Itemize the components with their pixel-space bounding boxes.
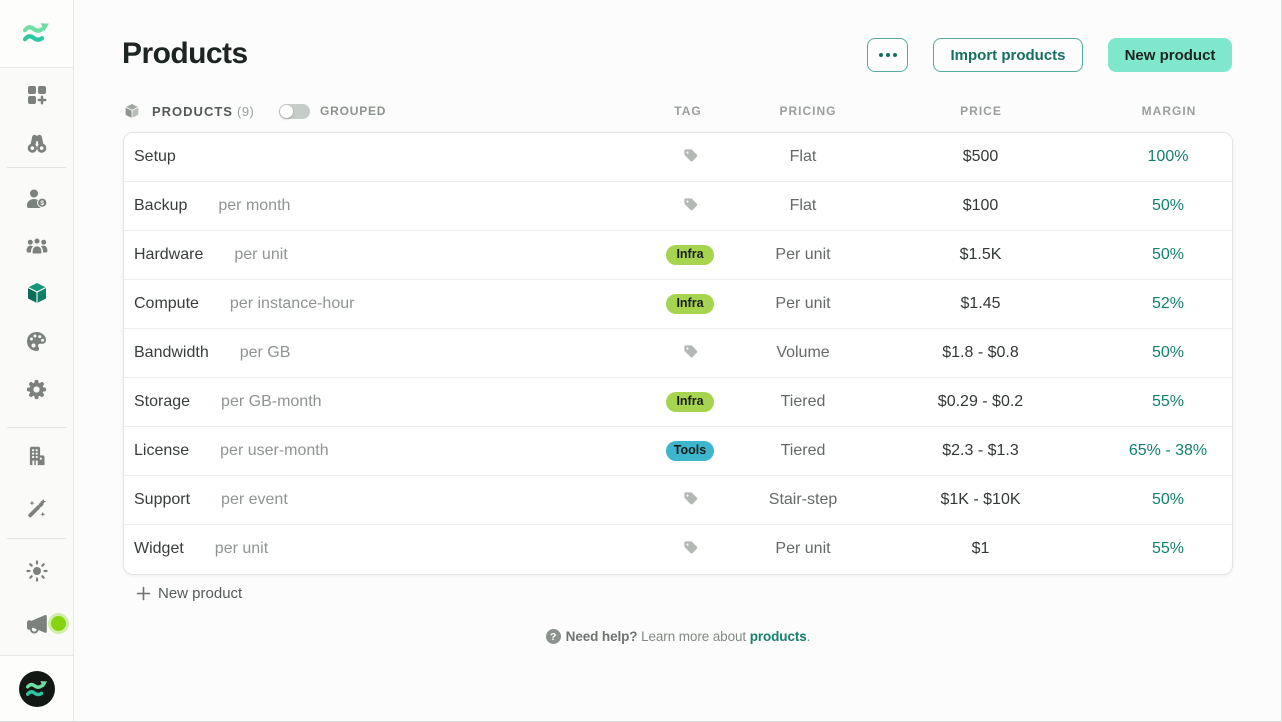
svg-text:$: $: [40, 200, 44, 207]
